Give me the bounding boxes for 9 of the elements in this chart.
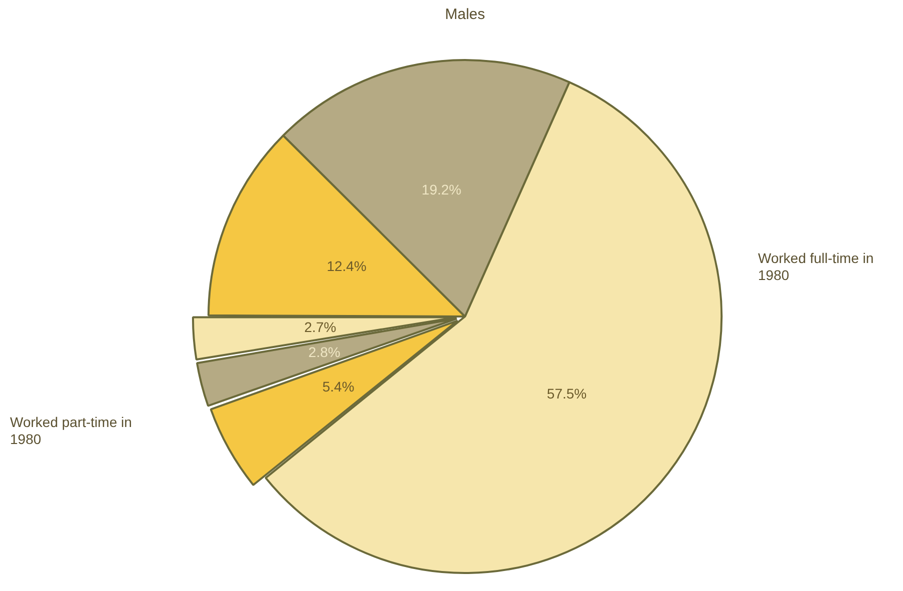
data-label: 5.4% <box>322 378 354 394</box>
data-label: 19.2% <box>422 181 462 198</box>
text: Worked part-time in 1980 <box>10 414 133 448</box>
data-label: 2.7% <box>304 319 336 336</box>
chart-title: Males <box>444 6 486 23</box>
data-label: 2.8% <box>308 344 340 360</box>
data-label: 12.4% <box>326 258 366 274</box>
data-label: 57.5% <box>546 385 587 402</box>
text: Worked full-time in 1980 <box>758 250 875 284</box>
